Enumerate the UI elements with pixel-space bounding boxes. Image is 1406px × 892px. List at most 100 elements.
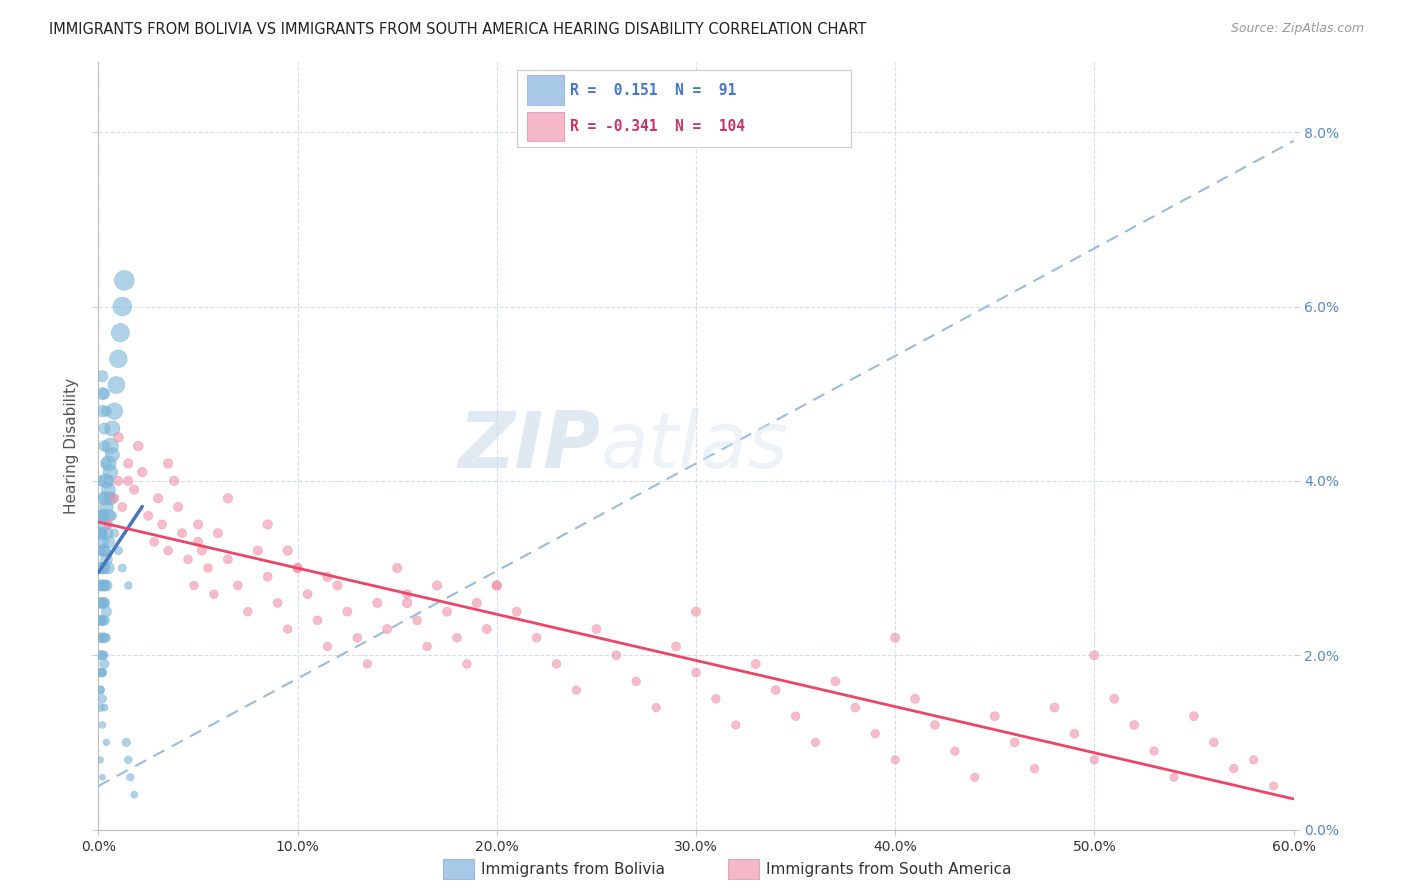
Point <box>884 753 907 767</box>
Point <box>485 578 508 592</box>
Text: Immigrants from South America: Immigrants from South America <box>766 863 1012 877</box>
Point <box>96 631 118 645</box>
Point <box>287 561 309 575</box>
Point <box>804 735 827 749</box>
Point <box>366 596 388 610</box>
Point <box>89 596 111 610</box>
Point <box>665 640 688 654</box>
Point <box>96 474 118 488</box>
Point <box>89 665 111 680</box>
Point <box>91 526 114 541</box>
Point <box>884 631 907 645</box>
Point <box>89 648 111 663</box>
Point <box>89 700 111 714</box>
Point <box>191 543 214 558</box>
Point <box>98 491 122 506</box>
Point <box>97 517 120 532</box>
Point <box>107 430 129 444</box>
Point <box>565 683 588 698</box>
Point <box>1223 762 1246 776</box>
Point <box>157 543 180 558</box>
Point <box>1083 648 1105 663</box>
Point <box>456 657 478 671</box>
Point <box>375 622 398 636</box>
Point <box>172 526 194 541</box>
Point <box>246 543 269 558</box>
Point <box>506 605 529 619</box>
Point <box>844 700 866 714</box>
Point <box>1243 753 1265 767</box>
Point <box>96 526 118 541</box>
Text: Immigrants from Bolivia: Immigrants from Bolivia <box>481 863 665 877</box>
Point <box>96 578 118 592</box>
Point <box>546 657 568 671</box>
Point <box>256 570 278 584</box>
Point <box>107 474 129 488</box>
Point <box>93 657 115 671</box>
Point <box>91 508 114 523</box>
Point <box>526 631 548 645</box>
Point <box>110 326 132 340</box>
Point <box>89 753 111 767</box>
Point <box>101 421 124 435</box>
Point <box>115 735 138 749</box>
Point <box>157 457 180 471</box>
Point <box>1024 762 1046 776</box>
Point <box>91 369 114 384</box>
Point <box>117 474 139 488</box>
Point <box>93 421 115 435</box>
Point <box>124 788 146 802</box>
Point <box>91 596 114 610</box>
Point <box>97 483 120 497</box>
Point <box>96 404 118 418</box>
Point <box>943 744 966 758</box>
Point <box>93 491 115 506</box>
Point <box>91 770 114 784</box>
Point <box>97 534 120 549</box>
Point <box>107 543 129 558</box>
Point <box>93 561 115 575</box>
Point <box>865 726 887 740</box>
Point <box>416 640 439 654</box>
Point <box>256 517 278 532</box>
Point <box>89 631 111 645</box>
Point <box>785 709 807 723</box>
Point <box>197 561 219 575</box>
Point <box>117 753 139 767</box>
Point <box>89 613 111 627</box>
Point <box>91 631 114 645</box>
Point <box>316 640 339 654</box>
Point <box>1104 691 1126 706</box>
Point <box>150 517 173 532</box>
Point <box>685 605 707 619</box>
Point <box>236 605 259 619</box>
Point <box>89 526 111 541</box>
Point <box>1143 744 1166 758</box>
Point <box>217 552 239 566</box>
Point <box>904 691 927 706</box>
Point <box>97 508 120 523</box>
Point <box>89 578 111 592</box>
Point <box>97 474 120 488</box>
Point <box>436 605 458 619</box>
Point <box>824 674 846 689</box>
Point <box>101 448 124 462</box>
Point <box>277 622 299 636</box>
Point <box>89 561 111 575</box>
Text: Source: ZipAtlas.com: Source: ZipAtlas.com <box>1230 22 1364 36</box>
Point <box>724 718 747 732</box>
Point <box>187 534 209 549</box>
Point <box>396 587 419 601</box>
Point <box>485 578 508 592</box>
Text: IMMIGRANTS FROM BOLIVIA VS IMMIGRANTS FROM SOUTH AMERICA HEARING DISABILITY CORR: IMMIGRANTS FROM BOLIVIA VS IMMIGRANTS FR… <box>49 22 866 37</box>
Point <box>93 578 115 592</box>
Point <box>287 561 309 575</box>
Point <box>91 691 114 706</box>
Point <box>217 491 239 506</box>
Point <box>89 526 111 541</box>
Point <box>93 517 115 532</box>
Point <box>93 578 115 592</box>
Point <box>406 613 429 627</box>
Point <box>117 457 139 471</box>
Point <box>127 439 149 453</box>
